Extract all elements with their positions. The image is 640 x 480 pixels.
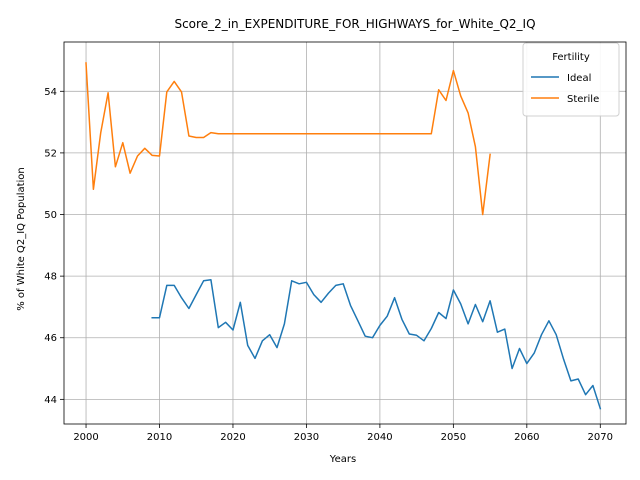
series-lines [85,62,602,410]
legend-label-ideal: Ideal [567,73,591,84]
y-tick-label: 50 [44,210,57,221]
series-line-sterile [85,62,491,216]
chart-title: Score_2_in_EXPENDITURE_FOR_HIGHWAYS_for_… [174,17,535,31]
legend-title: Fertility [552,52,590,63]
x-tick-label: 2000 [73,432,98,443]
y-tick-label: 46 [44,333,57,344]
x-tick-label: 2070 [588,432,613,443]
y-axis-label: % of White Q2_IQ Population [16,167,27,311]
legend: Fertility Ideal Sterile [522,42,620,117]
x-tick-label: 2060 [514,432,539,443]
legend-label-sterile: Sterile [567,94,599,105]
plot-area-frame [63,41,627,425]
y-axis-ticks: 44 46 48 50 52 54 [44,87,64,406]
x-axis-label: Years [329,454,356,465]
x-tick-label: 2030 [294,432,319,443]
y-tick-label: 48 [44,272,57,283]
x-tick-label: 2040 [367,432,392,443]
x-axis-ticks: 2000 2010 2020 2030 2040 2050 2060 2070 [73,424,613,443]
x-tick-label: 2020 [220,432,245,443]
y-tick-label: 54 [44,87,57,98]
y-tick-label: 52 [44,148,57,159]
x-tick-label: 2010 [147,432,172,443]
y-tick-label: 44 [44,395,57,406]
series-line-ideal [151,279,602,410]
x-tick-label: 2050 [441,432,466,443]
